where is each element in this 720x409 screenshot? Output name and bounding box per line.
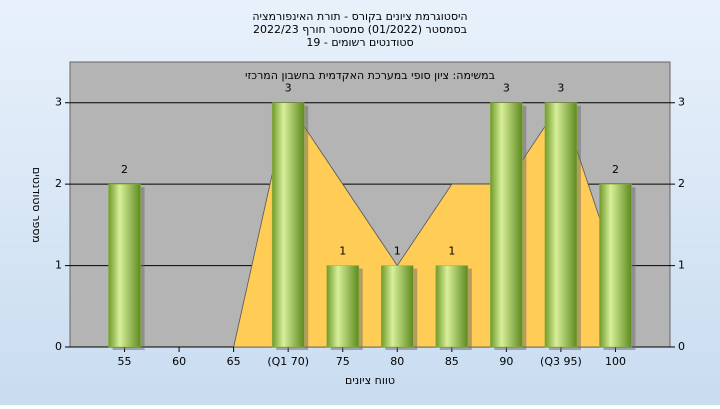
value-label: 2 [121, 163, 128, 176]
value-label: 2 [612, 163, 619, 176]
bar [271, 102, 305, 348]
y-axis-label: מספר סטודנטים [30, 167, 43, 243]
chart-title: היסטוגרמת ציונים בקורס - תורת האינפורמצי… [252, 10, 467, 23]
y-tick-label: 0 [678, 340, 685, 353]
chart-title: סטודנטים רשומים - 19 [306, 36, 413, 49]
y-tick-label: 2 [55, 177, 62, 190]
bar [381, 265, 414, 348]
bar [599, 183, 632, 348]
y-tick-label: 3 [678, 96, 685, 109]
y-tick-label: 2 [678, 177, 685, 190]
value-label: 3 [503, 82, 510, 95]
x-tick-label: 75 [336, 355, 350, 368]
x-axis-label: טווח ציונים [345, 374, 395, 387]
x-tick-label: 80 [390, 355, 404, 368]
bar [490, 102, 523, 348]
x-tick-label: 65 [227, 355, 241, 368]
y-tick-label: 1 [55, 259, 62, 272]
chart-title: בסמסטר (01/2022) סמסטר חורף 2022/23 [253, 23, 467, 36]
value-label: 1 [394, 245, 401, 258]
x-tick-label: (Q3 95) [540, 355, 582, 368]
y-tick-label: 0 [55, 340, 62, 353]
x-tick-label: 90 [499, 355, 513, 368]
bar [326, 265, 359, 348]
bar [544, 102, 578, 348]
x-tick-label: 60 [172, 355, 186, 368]
bar [435, 265, 469, 348]
subtitle: במשימה: ציון סופי במערכת האקדמית בחשבון … [245, 69, 495, 82]
value-label: 3 [557, 82, 564, 95]
bar [108, 183, 141, 348]
x-tick-label: (Q1 70) [267, 355, 309, 368]
x-tick-label: 100 [605, 355, 626, 368]
value-label: 1 [339, 245, 346, 258]
y-tick-label: 3 [55, 96, 62, 109]
x-tick-label: 85 [445, 355, 459, 368]
value-label: 1 [448, 245, 455, 258]
x-tick-label: 55 [118, 355, 132, 368]
value-label: 3 [285, 82, 292, 95]
y-tick-label: 1 [678, 259, 685, 272]
